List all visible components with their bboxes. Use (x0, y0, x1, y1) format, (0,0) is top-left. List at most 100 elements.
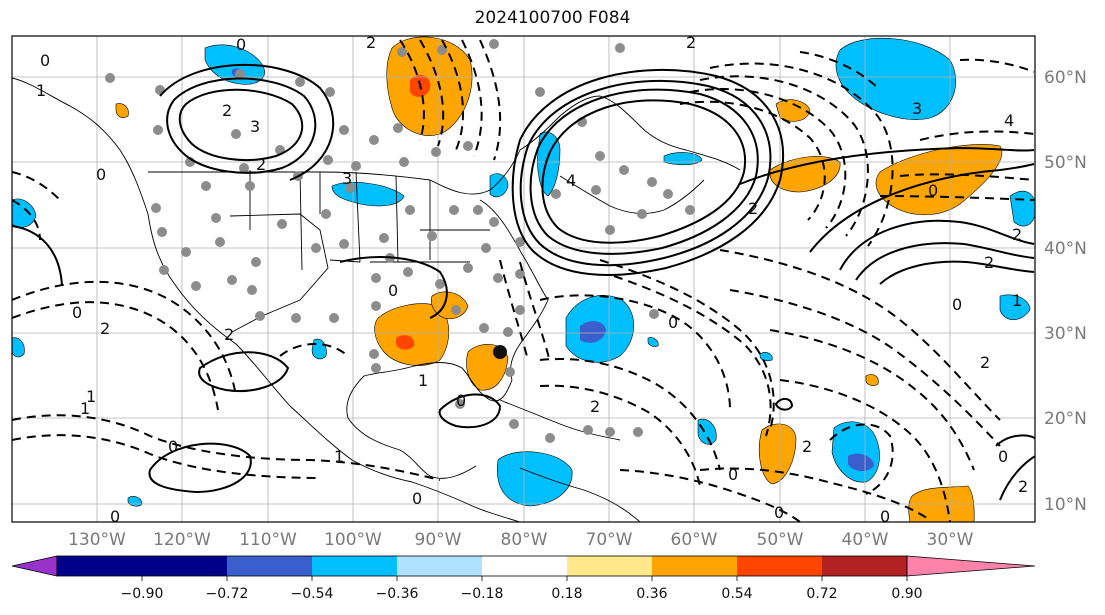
contour-label: 3 (250, 117, 260, 136)
shade-red (396, 335, 415, 350)
contour-label: 2 (980, 353, 990, 372)
shade-blue (697, 418, 717, 445)
shade-blue (127, 496, 143, 507)
contour-label: 3 (912, 99, 922, 118)
contour-label: 2 (686, 33, 696, 52)
contour-label: 4 (1004, 111, 1014, 130)
contour-label: 2 (1018, 477, 1028, 496)
colorbar-segment (482, 556, 567, 576)
shade-blue (663, 152, 703, 166)
dashed-contours (12, 39, 1035, 522)
contour-label: 0 (40, 51, 50, 70)
contour-label: 0 (880, 507, 890, 526)
contour-label: 0 (998, 447, 1008, 466)
colorbar-tick: 0.18 (551, 586, 582, 602)
shade-blue (12, 337, 25, 358)
colorbar-segment (652, 556, 737, 576)
shade-blue (647, 337, 659, 347)
lat-label: 30°N (1044, 324, 1087, 344)
shade-blue (311, 338, 327, 360)
marker-dot (493, 345, 507, 359)
contour-label: 2 (1012, 225, 1022, 244)
lon-label: 80°W (501, 530, 548, 550)
lat-label: 20°N (1044, 409, 1087, 429)
contour-label: 1 (86, 387, 96, 406)
lon-label: 70°W (586, 530, 633, 550)
colorbar-tick: 0.72 (806, 586, 837, 602)
contour-label: 2 (100, 319, 110, 338)
colorbar-low-arrow (11, 555, 58, 577)
contour-label: 1 (80, 399, 90, 418)
contour-label: 0 (412, 489, 422, 508)
lon-label: 40°W (842, 530, 889, 550)
lat-label: 10°N (1044, 495, 1087, 515)
lon-label: 90°W (415, 530, 462, 550)
colorbar-segment (737, 556, 822, 576)
contour-label: 4 (566, 171, 576, 190)
contour-label: 1 (334, 447, 344, 466)
shade-blue (999, 294, 1031, 321)
contour-label: 0 (928, 181, 938, 200)
solid-contours (12, 64, 1035, 501)
contour-labels: 0 2 0 1 3 2 3 2 0 2 4 2 4 0 3 2 2 1 0 0 … (36, 33, 1028, 526)
colorbar-segment (57, 556, 142, 576)
station-dots (105, 39, 695, 443)
shade-blue (489, 173, 509, 198)
shade-orange (115, 103, 129, 118)
shade-orange (759, 423, 797, 485)
colorbar-tick: −0.36 (376, 586, 419, 602)
colorbar-high-arrow (906, 555, 1036, 577)
colorbar-segment (822, 556, 907, 576)
contour-label: 2 (984, 253, 994, 272)
contour-label: 0 (110, 507, 120, 526)
contour-label: 1 (1012, 291, 1022, 310)
colorbar-tick: 0.90 (891, 586, 922, 602)
lon-label: 50°W (757, 530, 804, 550)
lon-label: 100°W (324, 530, 382, 550)
lon-label: 60°W (671, 530, 718, 550)
latitude-labels: 60°N 50°N 40°N 30°N 20°N 10°N (1044, 68, 1087, 515)
contour-label: 1 (418, 371, 428, 390)
contour-label: 0 (168, 437, 178, 456)
shade-purple (848, 453, 874, 472)
lon-label: 130°W (68, 530, 126, 550)
colorbar-segment (567, 556, 652, 576)
contour-label: 0 (668, 313, 678, 332)
shade-blue (831, 421, 880, 483)
contour-label: 1 (36, 81, 46, 100)
contour-label: 2 (366, 33, 376, 52)
colorbar-tick: 0.36 (636, 586, 667, 602)
contour-label: 2 (802, 437, 812, 456)
longitude-labels: 130°W 120°W 110°W 100°W 90°W 80°W 70°W 6… (68, 530, 974, 550)
colorbar-segment (397, 556, 482, 576)
contour-label: 0 (728, 465, 738, 484)
shade-orange (775, 99, 811, 122)
shade-blue (497, 451, 573, 507)
map-title: 2024100700 F084 (474, 8, 631, 28)
contour-label: 2 (224, 325, 234, 344)
colorbar-tick: 0.54 (721, 586, 752, 602)
colorbar-tick: −0.90 (121, 586, 164, 602)
contour-label: 2 (222, 101, 232, 120)
lon-label: 110°W (239, 530, 297, 550)
lat-label: 50°N (1044, 153, 1087, 173)
colorbar-segment (312, 556, 397, 576)
contour-label: 2 (256, 155, 266, 174)
colorbar-tick: −0.54 (291, 586, 334, 602)
colorbar-segment (227, 556, 312, 576)
contour-label: 2 (748, 199, 758, 218)
contour-label: 0 (952, 295, 962, 314)
lat-label: 40°N (1044, 239, 1087, 259)
contour-label: 2 (590, 397, 600, 416)
colorbar: −0.90 −0.72 −0.54 −0.36 −0.18 0.18 0.36 … (11, 555, 1036, 602)
contour-label: 3 (342, 169, 352, 188)
contour-label: 0 (236, 35, 246, 54)
colorbar-segment (142, 556, 227, 576)
lat-label: 60°N (1044, 68, 1087, 88)
shade-orange (374, 303, 450, 366)
contour-label: 0 (388, 281, 398, 300)
contour-label: 0 (774, 503, 784, 522)
shade-blue (1009, 190, 1035, 227)
lon-label: 120°W (153, 530, 211, 550)
